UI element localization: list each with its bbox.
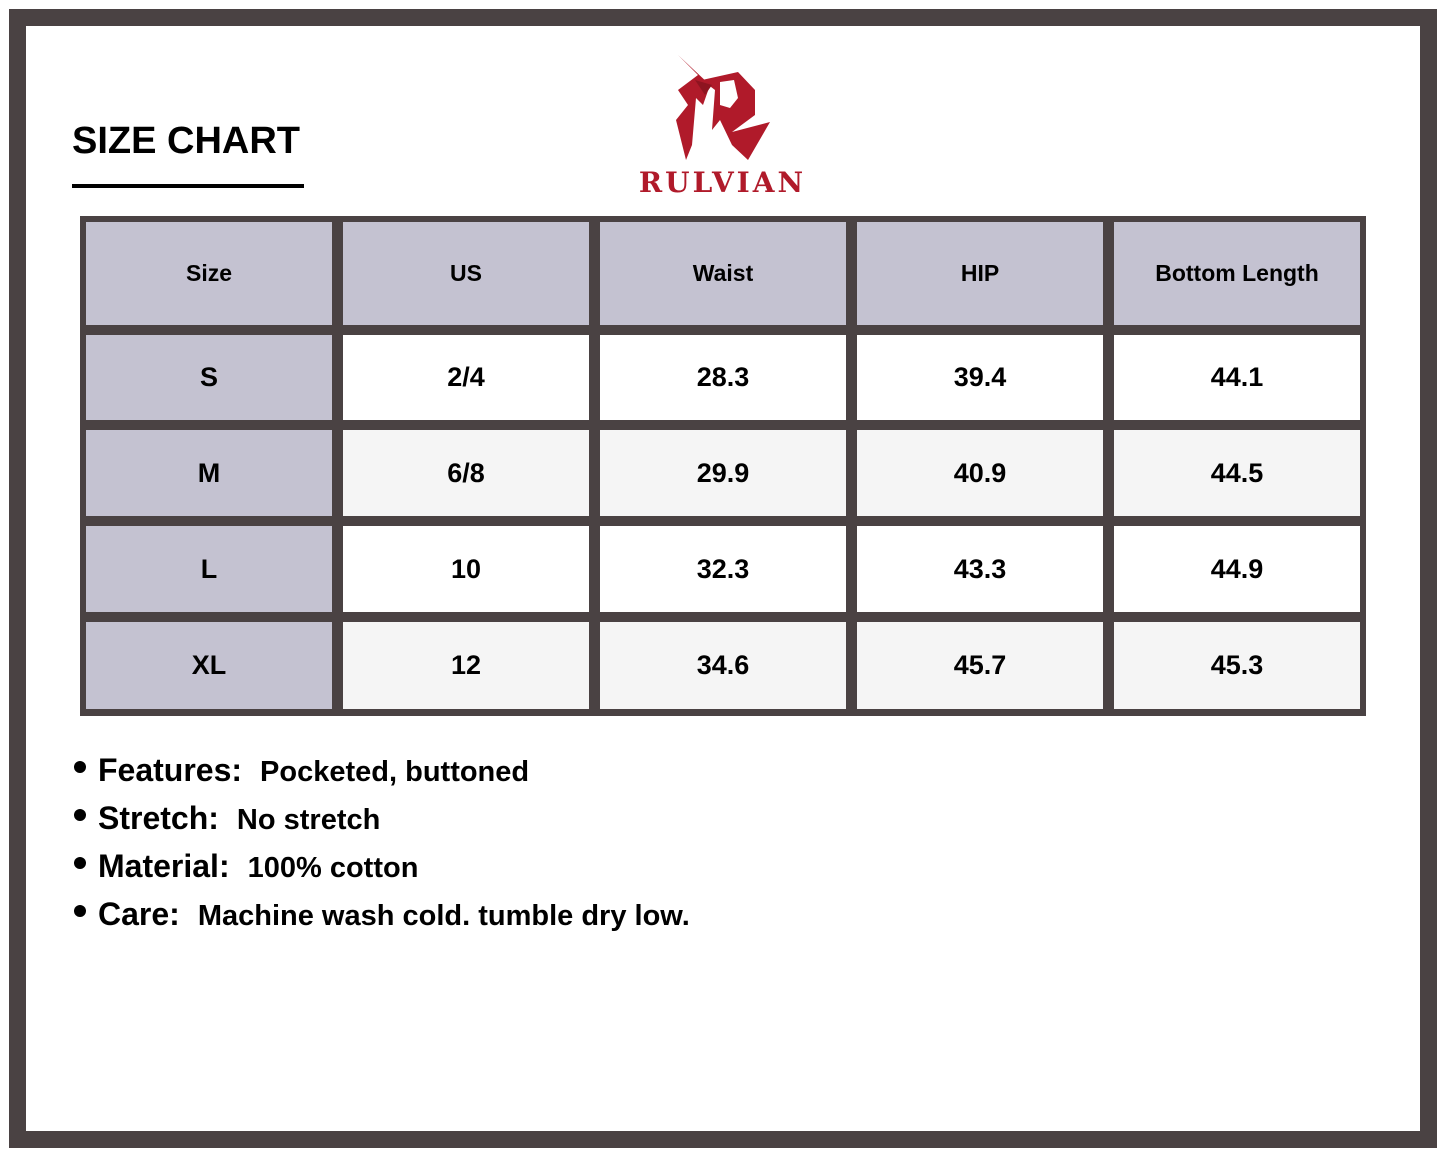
bottom-length-cell: 44.5: [1114, 430, 1360, 516]
header-hip: HIP: [857, 222, 1103, 325]
note-label: Care:: [98, 896, 180, 932]
waist-cell: 34.6: [600, 622, 846, 709]
header-us: US: [343, 222, 589, 325]
bottom-length-cell: 44.1: [1114, 335, 1360, 420]
product-notes: Features: Pocketed, buttoned Stretch: No s…: [72, 752, 690, 944]
bottom-length-cell: 45.3: [1114, 622, 1360, 709]
header-size: Size: [86, 222, 332, 325]
us-cell: 12: [343, 622, 589, 709]
bullet-icon: [74, 905, 86, 917]
note-value: Machine wash cold. tumble dry low.: [197, 900, 690, 932]
bullet-icon: [74, 809, 86, 821]
note-value: 100% cotton: [247, 852, 419, 884]
waist-cell: 28.3: [600, 335, 846, 420]
brand-name: RULVIAN: [638, 166, 807, 199]
us-cell: 6/8: [343, 430, 589, 516]
us-cell: 2/4: [343, 335, 589, 420]
bullet-icon: [74, 761, 86, 773]
note-stretch: Stretch: No stretch: [72, 800, 690, 848]
note-value: No stretch: [236, 804, 381, 836]
title-underline: [72, 184, 304, 188]
header-bottom-length: Bottom Length: [1114, 222, 1360, 325]
waist-cell: 32.3: [600, 526, 846, 612]
note-label: Material:: [98, 848, 230, 884]
hip-cell: 45.7: [857, 622, 1103, 709]
note-care: Care: Machine wash cold. tumble dry low.: [72, 896, 690, 944]
page-title: SIZE CHART: [72, 120, 300, 162]
hip-cell: 43.3: [857, 526, 1103, 612]
size-cell: S: [86, 335, 332, 420]
note-material: Material: 100% cotton: [72, 848, 690, 896]
waist-cell: 29.9: [600, 430, 846, 516]
size-cell: L: [86, 526, 332, 612]
note-label: Features:: [98, 752, 243, 788]
hip-cell: 40.9: [857, 430, 1103, 516]
note-value: Pocketed, buttoned: [260, 756, 530, 788]
bottom-length-cell: 44.9: [1114, 526, 1360, 612]
rulvian-logo-icon: [676, 55, 770, 160]
note-label: Stretch:: [98, 800, 219, 836]
us-cell: 10: [343, 526, 589, 612]
hip-cell: 39.4: [857, 335, 1103, 420]
header-waist: Waist: [600, 222, 846, 325]
bullet-icon: [74, 857, 86, 869]
size-cell: XL: [86, 622, 332, 709]
size-cell: M: [86, 430, 332, 516]
note-features: Features: Pocketed, buttoned: [72, 752, 690, 800]
size-table: Size US Waist HIP Bottom Length S 2/4 28…: [80, 216, 1366, 716]
